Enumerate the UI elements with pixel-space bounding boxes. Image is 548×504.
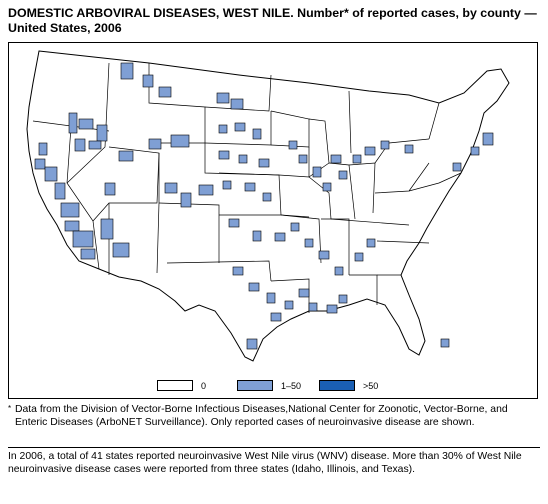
state-borders (32, 62, 462, 313)
footnote: * Data from the Division of Vector-Borne… (8, 404, 540, 429)
map-frame: 0 1–50 >50 (8, 42, 538, 399)
footnote-text: Data from the Division of Vector-Borne I… (15, 404, 508, 428)
footnote-mark: * (8, 404, 12, 413)
legend-label-low: 1–50 (281, 381, 302, 391)
legend-swatch-high (319, 380, 355, 391)
legend-swatch-zero (157, 380, 193, 391)
legend-label-high: >50 (363, 381, 379, 391)
us-county-map (26, 50, 510, 362)
us-outline (26, 50, 510, 362)
legend-swatch-low (237, 380, 273, 391)
map-title: DOMESTIC ARBOVIRAL DISEASES, WEST NILE. … (8, 6, 537, 35)
map-legend: 0 1–50 >50 (9, 379, 537, 393)
counties-1-50 (34, 62, 494, 350)
divider (8, 447, 540, 448)
summary-text: In 2006, a total of 41 states reported n… (8, 451, 522, 475)
legend-label-zero: 0 (201, 381, 207, 391)
